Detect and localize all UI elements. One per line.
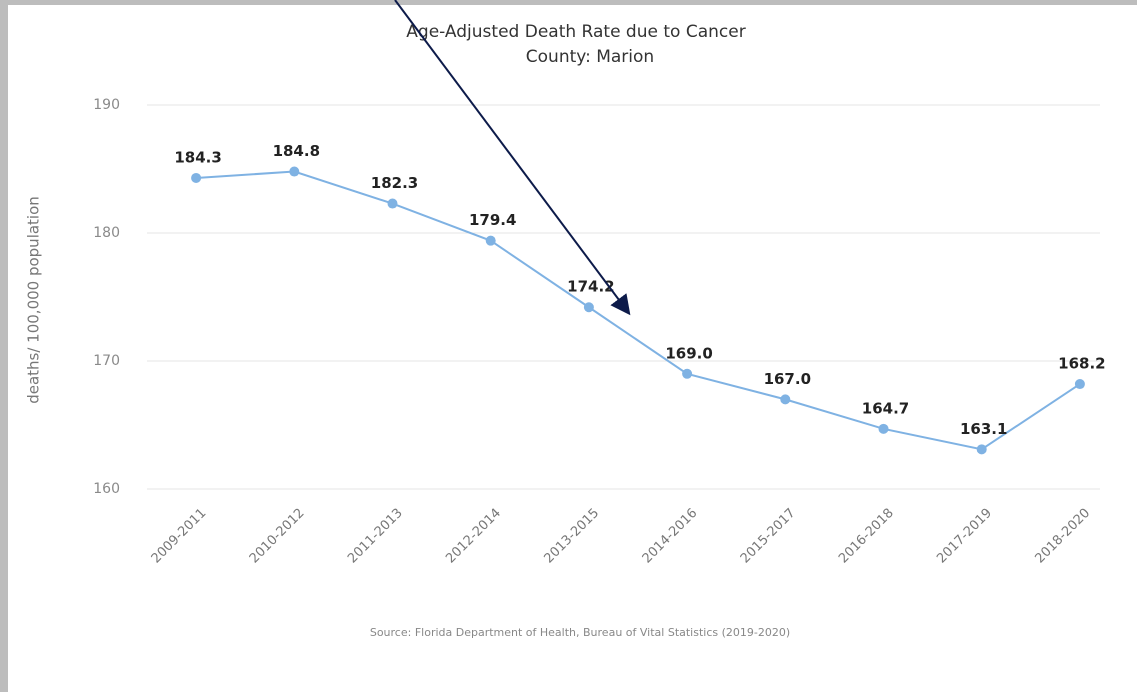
chart-title: Age-Adjusted Death Rate due to Cancer <box>406 22 745 42</box>
point <box>583 302 594 313</box>
point <box>976 444 987 455</box>
point <box>682 368 693 379</box>
point <box>289 166 300 177</box>
point <box>1074 379 1085 390</box>
y-tick-label: 180 <box>93 225 120 241</box>
annotation-arrow <box>394 0 631 316</box>
data-label: 184.8 <box>273 142 320 160</box>
data-label: 174.2 <box>567 278 614 296</box>
frame-left <box>0 0 8 692</box>
point <box>878 423 889 434</box>
chart-subtitle: County: Marion <box>526 47 654 67</box>
y-tick-label: 170 <box>93 353 120 369</box>
data-label: 168.2 <box>1058 355 1105 373</box>
point <box>780 394 791 405</box>
source: Source: Florida Department of Health, Bu… <box>370 626 790 639</box>
point <box>485 235 496 246</box>
data-label: 182.3 <box>371 174 418 192</box>
data-label: 184.3 <box>174 148 221 166</box>
line <box>196 170 1081 451</box>
data-label: 167.0 <box>764 370 811 388</box>
data-label: 163.1 <box>960 420 1007 438</box>
data-label: 169.0 <box>665 344 712 362</box>
data-label: 179.4 <box>469 211 516 229</box>
y-tick-label: 190 <box>93 97 120 113</box>
point <box>191 172 202 183</box>
y-axis-label: deaths/ 100,000 population <box>25 196 43 404</box>
point <box>387 198 398 209</box>
data-label: 164.7 <box>862 399 909 417</box>
y-tick-label: 160 <box>93 481 120 497</box>
frame-top <box>0 0 1137 5</box>
